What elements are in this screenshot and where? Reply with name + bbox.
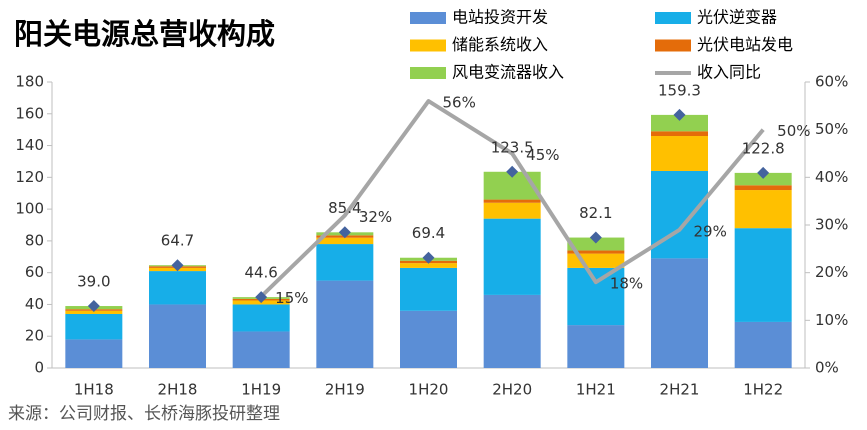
bar-segment (734, 172, 792, 186)
bar-segment (651, 258, 708, 368)
total-label: 44.6 (244, 264, 277, 282)
total-marker (87, 300, 100, 313)
bar-segment (567, 250, 625, 254)
legend-label: 光伏电站发电 (697, 35, 793, 54)
x-tick-label: 2H18 (158, 381, 198, 399)
bar-segment (734, 228, 792, 322)
line-value-label: 56% (443, 94, 476, 112)
bar-segment (567, 267, 625, 326)
y2-tick-label: 40% (815, 168, 848, 186)
x-tick-label: 1H20 (409, 381, 449, 399)
y-tick-label: 60 (25, 263, 44, 281)
bar-segment (65, 310, 123, 314)
y-tick-label: 0 (34, 359, 44, 377)
bar-segment (734, 185, 792, 191)
line-value-label: 15% (275, 289, 308, 307)
total-marker (673, 108, 686, 121)
bar-segment (483, 218, 541, 295)
total-label: 64.7 (161, 232, 194, 250)
bar-segment (316, 237, 374, 245)
bar-segment (65, 313, 123, 340)
bar-segment (149, 271, 206, 305)
source-note: 来源：公司财报、长桥海豚投研整理 (8, 404, 280, 424)
line-value-label: 18% (610, 275, 643, 293)
bar-segment (567, 237, 625, 251)
line-value-label: 32% (359, 208, 392, 226)
y2-tick-label: 10% (815, 311, 848, 329)
legend-swatch (410, 39, 446, 52)
y-tick-label: 140 (15, 136, 44, 154)
x-tick-label: 1H19 (241, 381, 281, 399)
bar-segment (316, 280, 374, 368)
bar-segment (734, 190, 792, 229)
chart-title: 阳关电源总营收构成 (14, 17, 275, 51)
total-label: 39.0 (77, 273, 110, 291)
y-tick-label: 120 (15, 168, 44, 186)
total-marker (255, 291, 268, 304)
legend-label: 风电变流器收入 (452, 63, 564, 82)
x-tick-label: 2H19 (325, 381, 365, 399)
x-tick-label: 2H20 (492, 381, 532, 399)
bar-segment (316, 244, 374, 281)
bar-segment (232, 304, 290, 332)
bar-segment (651, 170, 708, 259)
line-series (259, 99, 765, 298)
y-tick-label: 40 (25, 295, 44, 313)
legend-swatch (655, 12, 691, 24)
bar-segment (232, 331, 290, 368)
y2-tick-label: 50% (815, 120, 848, 138)
legend-label: 收入同比 (697, 63, 761, 82)
legend-swatch (410, 67, 446, 79)
bar-segment (483, 202, 541, 219)
legend-swatch (655, 39, 691, 52)
bar-segment (400, 267, 457, 311)
total-label: 82.1 (579, 204, 612, 222)
legend-label: 光伏逆变器 (697, 8, 777, 27)
total-label: 69.4 (412, 224, 445, 242)
x-tick-label: 2H21 (660, 381, 700, 399)
bar-segment (483, 294, 541, 368)
bar-segment (567, 253, 625, 268)
total-label: 122.8 (742, 139, 785, 157)
legend-swatch (410, 12, 446, 24)
y2-tick-label: 60% (815, 73, 848, 91)
y2-tick-label: 20% (815, 263, 848, 281)
bar-segment (400, 263, 457, 268)
bar-segment (651, 136, 708, 171)
line-value-label: 45% (526, 146, 559, 164)
total-marker (506, 165, 519, 178)
y-tick-label: 80 (25, 231, 44, 249)
total-marker (171, 259, 184, 272)
line-value-label: 50% (777, 122, 810, 140)
total-label: 85.4 (328, 199, 361, 217)
bar-segment (483, 199, 541, 203)
total-marker (338, 226, 351, 239)
y2-tick-label: 30% (815, 216, 848, 234)
bar-segment (651, 114, 708, 132)
bar-segment (651, 131, 708, 137)
bar-segment (400, 310, 457, 368)
legend-label: 储能系统收入 (452, 35, 548, 54)
x-tick-label: 1H22 (743, 381, 783, 399)
bar-segment (567, 325, 625, 368)
bar-segment (65, 339, 123, 368)
x-tick-label: 1H21 (576, 381, 616, 399)
y2-tick-label: 0% (815, 359, 839, 377)
total-label: 159.3 (658, 81, 701, 99)
line-value-label: 29% (694, 222, 727, 240)
bar-segment (149, 304, 206, 368)
legend-label: 电站投资开发 (452, 8, 548, 27)
total-marker (589, 231, 602, 244)
total-label: 123.5 (491, 138, 534, 156)
bar-segment (734, 321, 792, 368)
total-marker (757, 166, 770, 179)
x-tick-label: 1H18 (74, 381, 114, 399)
y-tick-label: 160 (15, 104, 44, 122)
y-tick-label: 180 (15, 73, 44, 91)
total-marker (422, 251, 435, 264)
y-tick-label: 20 (25, 327, 44, 345)
y-tick-label: 100 (15, 200, 44, 218)
